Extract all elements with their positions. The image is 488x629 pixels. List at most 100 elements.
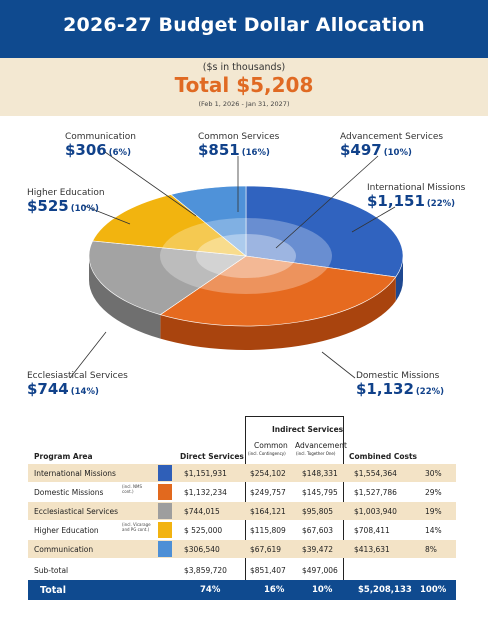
slice-value: $497 xyxy=(340,141,382,160)
row-color-swatch xyxy=(158,541,172,557)
leader-domestic-missions xyxy=(321,351,356,379)
row-area: International Missions xyxy=(34,469,116,478)
slice-percent: (10%) xyxy=(70,204,99,215)
slice-percent: (6%) xyxy=(108,148,131,159)
units-subtitle: ($s in thousands) xyxy=(202,62,286,73)
slice-value: $525 xyxy=(27,197,69,216)
col-combined-costs: Combined Costs xyxy=(349,452,417,461)
slice-value: $306 xyxy=(65,141,107,160)
row-area: Ecclesiastical Services xyxy=(34,507,119,516)
row-direct: $1,151,931 xyxy=(184,469,227,478)
pie-top-slices xyxy=(88,185,404,327)
total-amount: Total $5,208 xyxy=(174,73,314,97)
row-combined: $1,554,364 xyxy=(354,469,397,478)
row-percent: 30% xyxy=(425,469,442,478)
pie-inner-ring xyxy=(160,218,332,294)
total-combined: $5,208,133 xyxy=(358,585,412,595)
row-direct: $1,132,234 xyxy=(184,488,227,497)
label-advancement-services: Advancement Services $497 (10%) xyxy=(340,132,444,160)
header-bar: 2026-27 Budget Dollar Allocation xyxy=(0,0,488,58)
pie-chart xyxy=(69,151,404,379)
leader-communication xyxy=(104,151,197,217)
leader-lines-top xyxy=(69,151,396,379)
pie-slice-communication xyxy=(170,185,247,257)
pie-side-ecclesiastical-services xyxy=(89,256,161,339)
pie-slice-domestic-missions xyxy=(159,255,397,327)
slice-percent: (22%) xyxy=(415,387,445,398)
row-color-swatch xyxy=(158,465,172,481)
slice-value: $851 xyxy=(198,141,240,160)
summary-band: ($s in thousands) Total $5,208 (Feb 1, 2… xyxy=(0,58,488,116)
subtotal-direct: $3,859,720 xyxy=(184,566,227,575)
total-row: Total 74% 16% 10% $5,208,133 100% xyxy=(28,580,456,600)
table-row: Domestic Missions (incl. NMS cont.) $1,1… xyxy=(28,483,456,501)
label-communication: Communication $306 (6%) xyxy=(65,132,136,160)
row-common: $67,619 xyxy=(250,545,282,554)
row-color-swatch xyxy=(158,522,172,538)
label-international-missions: International Missions $1,151 (22%) xyxy=(367,183,466,211)
row-advancement: $67,603 xyxy=(302,526,334,535)
label-domestic-missions: Domestic Missions $1,132 (22%) xyxy=(356,371,445,399)
slice-value: $1,151 xyxy=(367,192,425,211)
slice-percent: (14%) xyxy=(70,387,99,398)
subtotal-row: Sub-total $3,859,720 $851,407 $497,006 xyxy=(28,561,456,579)
row-direct: $744,015 xyxy=(184,507,220,516)
row-note: (incl. Vicarage and PG cont.) xyxy=(122,522,151,532)
row-combined: $1,003,940 xyxy=(354,507,397,516)
row-note: (incl. NMS cont.) xyxy=(122,484,143,494)
row-percent: 14% xyxy=(425,526,442,535)
total-direct-pct: 74% xyxy=(200,585,221,595)
label-higher-education: Higher Education $525 (10%) xyxy=(27,188,105,216)
slice-name: Advancement Services xyxy=(340,132,444,142)
row-area: Domestic Missions xyxy=(34,488,104,497)
slice-value: $744 xyxy=(27,380,69,399)
total-common-pct: 16% xyxy=(264,585,285,595)
col-program-area: Program Area xyxy=(34,452,93,461)
table-row: International Missions $1,151,931 $254,1… xyxy=(28,464,456,482)
row-advancement: $95,805 xyxy=(302,507,334,516)
leader-ecclesiastical-services xyxy=(69,331,107,379)
slice-name: Communication xyxy=(65,132,136,142)
row-advancement: $145,795 xyxy=(302,488,338,497)
slice-name: International Missions xyxy=(367,183,466,193)
fiscal-dates: (Feb 1, 2026 - Jan 31, 2027) xyxy=(198,100,290,108)
page-title: 2026-27 Budget Dollar Allocation xyxy=(63,14,425,36)
ring-common-services xyxy=(160,218,332,294)
slice-percent: (22%) xyxy=(426,199,456,210)
total-label: Total xyxy=(40,585,66,596)
row-area: Communication xyxy=(34,545,94,554)
subtotal-advancement: $497,006 xyxy=(302,566,338,575)
total-advancement-pct: 10% xyxy=(312,585,333,595)
row-direct: $ 525,000 xyxy=(184,526,223,535)
slice-percent: (16%) xyxy=(241,148,270,159)
row-combined: $413,631 xyxy=(354,545,390,554)
subtotal-label: Sub-total xyxy=(34,566,69,575)
table-row: Communication $306,540 $67,619 $39,472 $… xyxy=(28,540,456,558)
row-direct: $306,540 xyxy=(184,545,220,554)
row-combined: $1,527,786 xyxy=(354,488,397,497)
col-direct-services: Direct Services xyxy=(180,452,244,461)
row-common: $115,809 xyxy=(250,526,286,535)
row-color-swatch xyxy=(158,503,172,519)
col-advancement: Advancement xyxy=(295,441,347,450)
slice-name: Domestic Missions xyxy=(356,371,440,381)
col-advancement-note: (incl. Together One) xyxy=(296,451,336,456)
total-percent: 100% xyxy=(420,585,447,595)
row-area: Higher Education xyxy=(34,526,99,535)
col-common: Common xyxy=(254,441,288,450)
col-common-note: (incl. Contingency) xyxy=(248,451,286,456)
indirect-services-header: Indirect Services xyxy=(272,425,344,434)
pie-slice-ecclesiastical-services xyxy=(88,240,247,316)
row-common: $254,102 xyxy=(250,469,286,478)
table-row: Ecclesiastical Services $744,015 $164,12… xyxy=(28,502,456,520)
slice-value: $1,132 xyxy=(356,380,414,399)
slice-name: Higher Education xyxy=(27,188,105,198)
row-combined: $708,411 xyxy=(354,526,390,535)
slice-percent: (10%) xyxy=(383,148,412,159)
row-percent: 19% xyxy=(425,507,442,516)
pie-slice-higher-education xyxy=(92,194,247,257)
leader-international-missions xyxy=(351,206,396,233)
row-percent: 8% xyxy=(425,545,437,554)
table-row: Higher Education (incl. Vicarage and PG … xyxy=(28,521,456,539)
leader-advancement-services xyxy=(275,155,379,249)
